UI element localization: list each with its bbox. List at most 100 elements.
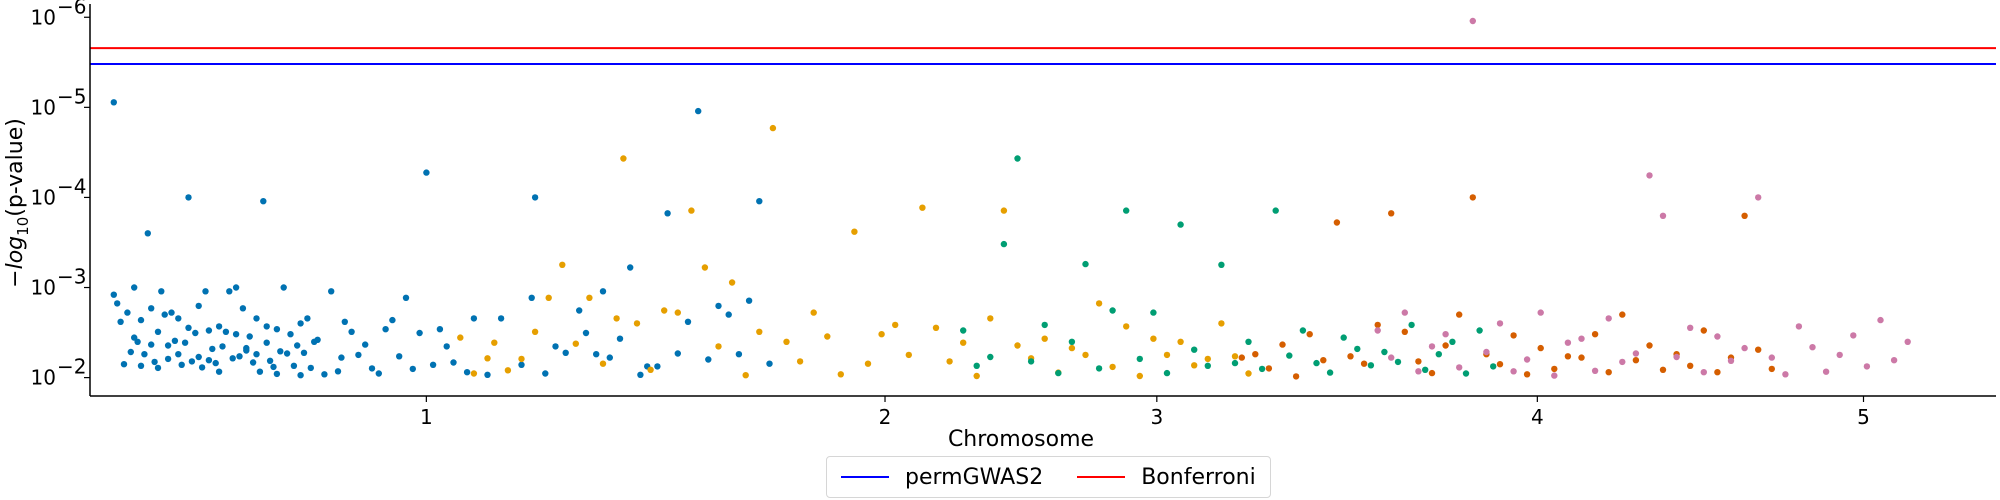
data-point [154,364,162,372]
data-point [195,302,202,310]
data-point [684,318,692,325]
data-point [212,359,219,367]
data-point [987,315,994,322]
data-point [168,309,175,316]
y-tick-exponent: −3 [57,265,86,289]
data-point [1292,373,1300,380]
data-point [124,309,131,316]
y-tick-label: 10 [31,366,56,390]
data-point [599,288,607,295]
data-point [429,361,437,368]
data-point [932,324,940,331]
data-point [960,327,967,334]
y-tick-label: 10 [31,5,56,29]
data-point [728,279,736,286]
data-point [1755,194,1762,201]
data-point [202,288,209,295]
data-point [229,355,236,362]
y-tick-exponent: −4 [57,174,86,198]
data-point [1231,359,1239,367]
data-point [1388,210,1395,217]
data-point [661,307,668,314]
data-point [1109,363,1116,371]
legend-swatch-bonferroni [1077,476,1126,478]
data-point [270,363,277,371]
data-point [137,316,145,324]
x-tick-label: 4 [1531,405,1544,429]
data-point [1632,357,1640,364]
data-point [837,371,844,378]
data-point [528,294,535,301]
y-tick-label: 10 [31,276,56,300]
data-point [562,349,569,356]
data-point [531,194,539,201]
data-point [297,320,304,327]
data-point [647,366,654,373]
data-point [1374,321,1381,329]
data-point [1605,315,1612,322]
data-point [1768,365,1776,373]
data-point [1646,172,1653,179]
data-point [504,367,512,374]
data-point [127,348,134,356]
data-point [1490,363,1497,370]
data-point [1462,370,1470,377]
data-point [742,372,749,379]
data-point [1646,342,1653,349]
data-point [253,315,260,322]
data-point [409,365,416,373]
data-point [120,361,128,368]
data-point [1218,320,1225,327]
data-point [1578,335,1585,342]
y-label-base: 10 [14,217,32,236]
data-point [1313,359,1320,367]
data-point [1014,342,1021,349]
data-point [1537,344,1544,352]
data-point [1619,358,1626,366]
data-point [688,207,695,214]
data-point [756,198,763,205]
data-point [436,326,444,333]
data-point [185,194,192,201]
data-point [256,368,264,375]
data-point [1388,354,1395,361]
data-point [987,353,994,361]
data-point [470,370,478,377]
data-point [1340,334,1347,341]
data-point [1123,207,1130,214]
data-point [1258,365,1266,373]
data-point [1374,327,1381,334]
data-point [1822,368,1830,375]
data-point [1591,331,1599,338]
data-point [110,291,118,298]
y-tick-exponent: −2 [57,355,86,379]
x-tick-label: 1 [420,405,433,429]
data-point [192,329,199,337]
data-point [1245,370,1252,377]
data-point [1496,361,1504,368]
data-point [236,353,243,360]
data-point [1014,155,1021,162]
data-point [1333,219,1341,226]
data-point [1055,369,1062,377]
data-point [484,355,491,362]
data-point [1136,355,1144,363]
data-point [175,351,182,358]
x-tick-label: 2 [879,405,892,429]
data-point [1299,327,1307,334]
data-point [1367,362,1375,369]
data-point [300,349,308,356]
data-point [297,372,304,379]
data-point [497,315,505,322]
data-point [338,354,345,361]
data-point [905,351,912,359]
data-point [110,99,118,106]
data-point [1578,354,1585,361]
data-point [701,264,709,271]
data-point [1177,338,1184,345]
data-point [263,339,270,346]
data-point [783,338,790,345]
data-point [1755,346,1762,353]
data-point [423,169,430,176]
data-point [178,361,185,368]
